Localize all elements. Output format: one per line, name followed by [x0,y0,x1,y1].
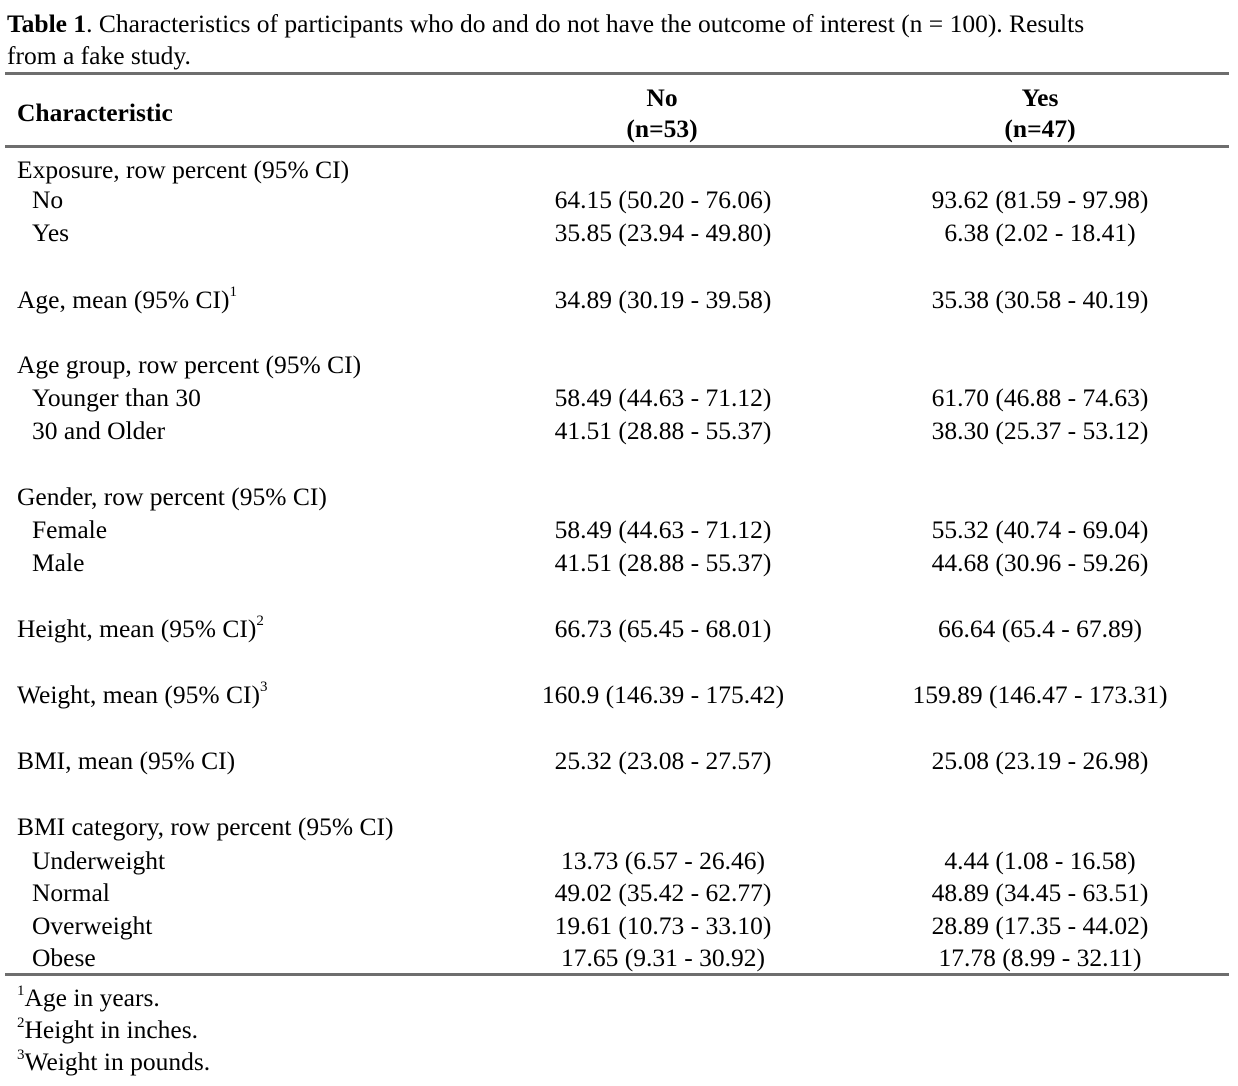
cell-no: 49.02 (35.42 - 62.77) [554,878,772,907]
row-label: BMI, mean (95% CI) [17,746,236,775]
cell-no: 58.49 (44.63 - 71.12) [554,515,772,544]
table-row: Weight, mean (95% CI)3 160.9 (146.39 - 1… [0,678,1238,711]
row-label: Overweight [32,911,153,940]
cell-yes: 93.62 (81.59 - 97.98) [931,185,1149,214]
footnote-mark: 1 [17,983,25,999]
row-label: Normal [32,878,110,907]
cell-yes: 25.08 (23.19 - 26.98) [931,746,1149,775]
footnote-marker: 2 [256,613,264,629]
cell-no: 41.51 (28.88 - 55.37) [554,548,772,577]
row-label: Gender, row percent (95% CI) [17,482,327,511]
cell-yes: 17.78 (8.99 - 32.11) [938,943,1142,972]
row-label: Age group, row percent (95% CI) [17,350,362,379]
cell-no: 160.9 (146.39 - 175.42) [541,680,785,709]
table-row: Age, mean (95% CI)1 34.89 (30.19 - 39.58… [0,283,1238,316]
cell-no: 41.51 (28.88 - 55.37) [554,416,772,445]
row-label: Male [32,548,85,577]
row-label-text: Age, mean (95% CI) [17,285,230,314]
cell-no: 58.49 (44.63 - 71.12) [554,383,772,412]
cell-yes: 55.32 (40.74 - 69.04) [931,515,1149,544]
table-row: Younger than 30 58.49 (44.63 - 71.12) 61… [0,381,1238,414]
table-row: No 64.15 (50.20 - 76.06) 93.62 (81.59 - … [0,183,1238,216]
table-row: Exposure, row percent (95% CI) [0,153,1238,186]
table-row: 30 and Older 41.51 (28.88 - 55.37) 38.30… [0,414,1238,447]
footnote-mark: 2 [17,1015,25,1031]
caption-text-1: . Characteristics of participants who do… [86,9,1085,38]
table-row: Gender, row percent (95% CI) [0,480,1238,513]
row-label: Age, mean (95% CI)1 [17,283,237,316]
header-no-column: No (n=53) [562,82,762,144]
footnote-text: Height in inches. [24,1015,199,1044]
table-row: Underweight 13.73 (6.57 - 26.46) 4.44 (1… [0,844,1238,877]
row-label: Younger than 30 [32,383,201,412]
cell-no: 13.73 (6.57 - 26.46) [561,846,765,875]
cell-yes: 6.38 (2.02 - 18.41) [944,218,1136,247]
table-bottom-rule [5,973,1229,976]
table-row: Obese 17.65 (9.31 - 30.92) 17.78 (8.99 -… [0,941,1238,974]
footnote-text: Weight in pounds. [24,1047,211,1076]
cell-yes: 44.68 (30.96 - 59.26) [931,548,1149,577]
caption-line-2: from a fake study. [7,41,191,70]
header-no-label: No [646,83,678,112]
cell-yes: 28.89 (17.35 - 44.02) [931,911,1149,940]
row-label: Weight, mean (95% CI)3 [17,678,267,711]
header-no-n: (n=53) [626,114,698,143]
table-row: BMI, mean (95% CI) 25.32 (23.08 - 27.57)… [0,744,1238,777]
row-label: 30 and Older [32,416,166,445]
row-label: Obese [32,943,96,972]
footnote: 2Height in inches. [17,1014,198,1046]
caption-label: Table 1 [7,9,87,38]
cell-no: 64.15 (50.20 - 76.06) [554,185,772,214]
caption-line-1: Table 1. Characteristics of participants… [7,8,1233,40]
cell-yes: 66.64 (65.4 - 67.89) [938,614,1142,643]
row-label: Height, mean (95% CI)2 [17,612,264,645]
header-yes-n: (n=47) [1004,114,1076,143]
row-label: Yes [32,218,70,247]
footnote-marker: 3 [259,679,268,695]
row-label-text: Weight, mean (95% CI) [17,680,260,709]
footnote-mark: 3 [17,1047,25,1063]
table-caption: Table 1. Characteristics of participants… [7,8,1233,72]
cell-no: 35.85 (23.94 - 49.80) [554,218,772,247]
row-label: Exposure, row percent (95% CI) [17,155,350,184]
cell-yes: 61.70 (46.88 - 74.63) [931,383,1149,412]
header-characteristic: Characteristic [17,98,173,127]
row-label: BMI category, row percent (95% CI) [17,812,394,841]
cell-yes: 159.89 (146.47 - 173.31) [912,680,1168,709]
cell-yes: 4.44 (1.08 - 16.58) [944,846,1136,875]
table-row: Yes 35.85 (23.94 - 49.80) 6.38 (2.02 - 1… [0,216,1238,249]
footnote-text: Age in years. [24,983,160,1012]
footnote: 3Weight in pounds. [17,1046,210,1078]
table-row: Overweight 19.61 (10.73 - 33.10) 28.89 (… [0,909,1238,942]
row-label: No [32,185,64,214]
cell-yes: 48.89 (34.45 - 63.51) [931,878,1149,907]
cell-no: 17.65 (9.31 - 30.92) [561,943,765,972]
table-top-rule [5,72,1229,75]
table-header-rule [5,145,1229,148]
table-row: Female 58.49 (44.63 - 71.12) 55.32 (40.7… [0,513,1238,546]
cell-no: 19.61 (10.73 - 33.10) [554,911,772,940]
header-yes-label: Yes [1021,83,1059,112]
cell-no: 34.89 (30.19 - 39.58) [554,285,772,314]
cell-yes: 38.30 (25.37 - 53.12) [931,416,1149,445]
row-label-text: Height, mean (95% CI) [17,614,257,643]
header-yes-column: Yes (n=47) [940,82,1140,144]
footnote: 1Age in years. [17,982,160,1014]
table-row: Normal 49.02 (35.42 - 62.77) 48.89 (34.4… [0,876,1238,909]
footnote-marker: 1 [229,284,237,300]
row-label: Underweight [32,846,166,875]
cell-yes: 35.38 (30.58 - 40.19) [931,285,1149,314]
table-row: Male 41.51 (28.88 - 55.37) 44.68 (30.96 … [0,546,1238,579]
table-row: Height, mean (95% CI)2 66.73 (65.45 - 68… [0,612,1238,645]
row-label: Female [32,515,108,544]
table-row: BMI category, row percent (95% CI) [0,810,1238,843]
cell-no: 25.32 (23.08 - 27.57) [554,746,772,775]
table-row: Age group, row percent (95% CI) [0,348,1238,381]
cell-no: 66.73 (65.45 - 68.01) [554,614,772,643]
